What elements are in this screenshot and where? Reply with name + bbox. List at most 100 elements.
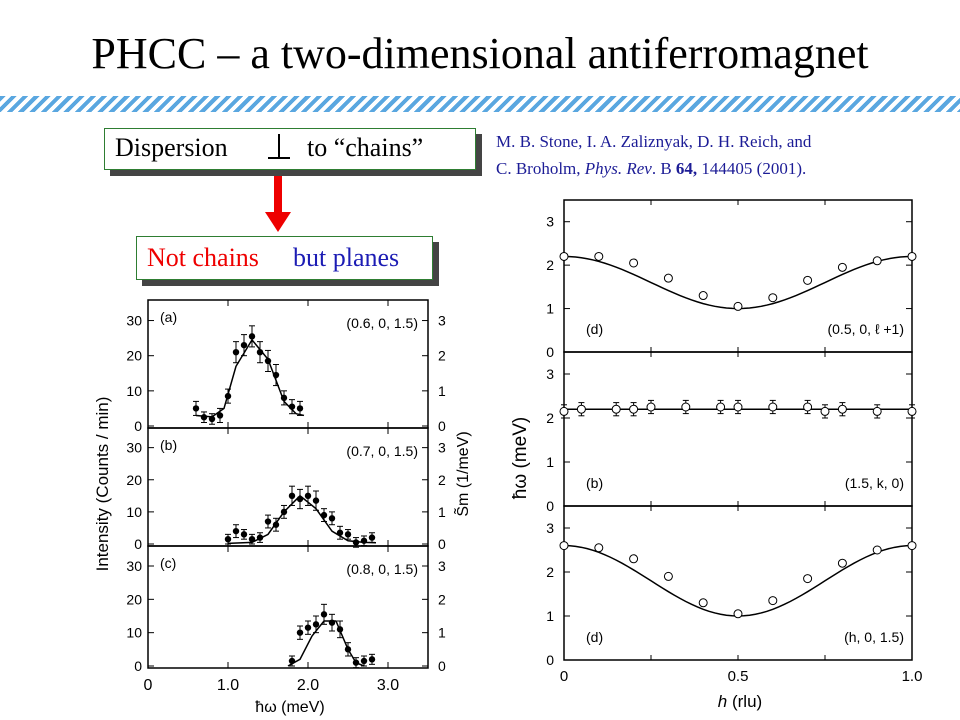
data-point: [232, 527, 240, 535]
y-tick-label: 2: [546, 564, 554, 580]
data-point: [296, 495, 304, 503]
chains-text: to “chains”: [307, 133, 424, 162]
y-tick-label: 0: [134, 418, 142, 434]
y-tick-label: 2: [546, 257, 554, 273]
data-point: [240, 341, 248, 349]
data-point: [288, 492, 296, 500]
data-point: [336, 626, 344, 633]
data-point: [837, 558, 847, 568]
decorative-stripe: [0, 96, 960, 112]
y-axis-label: Intensity (Counts / min): [93, 397, 112, 572]
fit-curve: [563, 255, 913, 310]
data-point: [360, 657, 368, 665]
but-planes-text: but planes: [293, 243, 400, 272]
data-point: [698, 598, 708, 608]
not-chains-text: Not chains: [147, 243, 259, 272]
y-tick-label: 3: [546, 366, 554, 382]
y-tick-label: 20: [126, 591, 142, 607]
data-point: [264, 357, 272, 365]
data-point: [803, 574, 813, 584]
y-tick-label: 20: [126, 472, 142, 488]
data-point: [328, 515, 336, 522]
data-point: [872, 256, 882, 266]
panel-label: (c): [160, 555, 176, 571]
reference-line-1: M. B. Stone, I. A. Zaliznyak, D. H. Reic…: [496, 132, 812, 151]
data-point: [576, 404, 586, 414]
right-tick-label: 1: [438, 625, 446, 641]
data-point: [336, 529, 344, 536]
reference-citation: M. B. Stone, I. A. Zaliznyak, D. H. Reic…: [496, 128, 811, 182]
data-point: [256, 348, 264, 356]
reference-line-2: C. Broholm, Phys. Rev. B 64, 144405 (200…: [496, 159, 807, 178]
data-point: [663, 273, 673, 283]
data-point: [559, 541, 569, 551]
data-point: [872, 545, 882, 555]
data-point: [264, 518, 272, 525]
data-point: [646, 402, 656, 412]
data-point: [304, 624, 312, 631]
panel-label: (d): [586, 321, 603, 337]
panel-label: (b): [160, 437, 177, 453]
data-point: [837, 404, 847, 414]
y-tick-label: 3: [546, 520, 554, 536]
data-point: [907, 541, 917, 551]
y-tick-label: 0: [134, 536, 142, 552]
data-point: [304, 492, 312, 500]
right-tick-label: 3: [438, 440, 446, 456]
data-point: [768, 293, 778, 303]
data-point: [224, 392, 232, 400]
panel-q-label: (1.5, k, 0): [845, 475, 904, 491]
right-tick-label: 0: [438, 418, 446, 434]
y-tick-label: 0: [134, 658, 142, 674]
data-point: [629, 404, 639, 414]
right-axis-label: S̃m (1/meV): [452, 431, 472, 516]
x-tick-label: 3.0: [377, 677, 399, 694]
perpendicular-icon: [268, 134, 290, 159]
panel-frame: [147, 545, 429, 669]
panel-q-label: (0.7, 0, 1.5): [346, 443, 418, 459]
data-point: [611, 404, 621, 414]
data-point: [216, 412, 224, 419]
dispersion-text: Dispersion: [115, 133, 228, 162]
data-point: [820, 406, 830, 416]
x-axis-label: ħω (meV): [255, 699, 324, 716]
data-point: [208, 415, 216, 423]
fit-curve: [563, 544, 913, 617]
data-point: [248, 535, 256, 543]
y-tick-label: 10: [126, 383, 142, 399]
y-tick-label: 1: [546, 301, 554, 317]
y-tick-label: 0: [546, 344, 554, 360]
data-point: [368, 534, 376, 541]
right-tick-label: 2: [438, 348, 446, 364]
data-point: [352, 539, 360, 546]
data-point: [224, 535, 232, 543]
x-axis-label: h (rlu): [718, 692, 762, 711]
y-tick-label: 1: [546, 608, 554, 624]
data-point: [733, 301, 743, 311]
data-point: [272, 521, 280, 528]
data-point: [368, 656, 376, 663]
y-axis-label: ħω (meV): [510, 417, 531, 499]
right-tick-label: 1: [438, 504, 446, 520]
data-point: [248, 333, 256, 340]
x-tick-label: 2.0: [297, 677, 319, 694]
x-tick-label: 0: [144, 677, 153, 694]
panel-q-label: (h, 0, 1.5): [844, 629, 904, 645]
data-point: [320, 511, 328, 519]
data-point: [200, 414, 208, 421]
y-tick-label: 30: [126, 440, 142, 456]
data-point: [907, 406, 917, 416]
data-point: [837, 262, 847, 272]
data-point: [288, 403, 296, 410]
data-point: [803, 275, 813, 285]
data-point: [663, 571, 673, 581]
data-point: [320, 611, 328, 618]
data-point: [296, 405, 304, 412]
right-tick-label: 2: [438, 591, 446, 607]
data-point: [280, 508, 288, 516]
right-tick-label: 1: [438, 383, 446, 399]
y-tick-label: 10: [126, 504, 142, 520]
